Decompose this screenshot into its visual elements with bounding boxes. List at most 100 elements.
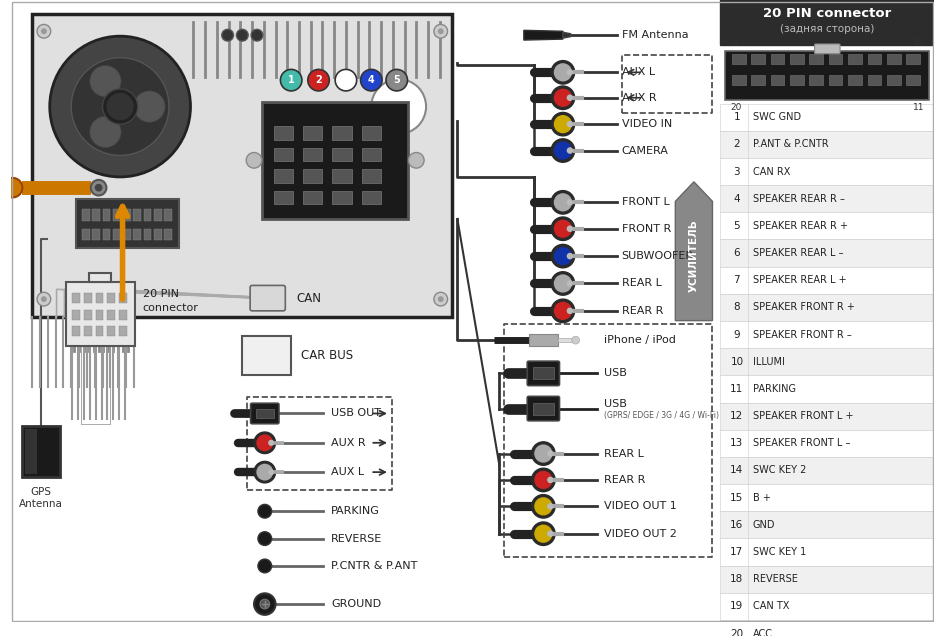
Circle shape (550, 191, 574, 214)
Text: 19: 19 (730, 601, 743, 611)
Text: SPEAKER REAR L +: SPEAKER REAR L + (751, 275, 845, 286)
Bar (848, 54, 861, 64)
Text: Antenna: Antenna (19, 499, 63, 509)
Circle shape (534, 445, 551, 462)
Circle shape (550, 113, 574, 136)
Circle shape (534, 525, 551, 542)
Text: AUX R: AUX R (331, 438, 365, 448)
Circle shape (550, 272, 574, 295)
Circle shape (254, 432, 276, 453)
FancyBboxPatch shape (814, 44, 839, 54)
Circle shape (269, 441, 274, 445)
Bar (828, 54, 842, 64)
Circle shape (437, 296, 443, 302)
Bar (93, 209, 100, 221)
Circle shape (531, 442, 554, 466)
Bar (867, 75, 880, 85)
Text: 4: 4 (367, 75, 375, 85)
Bar (332, 169, 351, 183)
Text: 20: 20 (730, 102, 741, 112)
Circle shape (257, 435, 272, 450)
Circle shape (408, 153, 424, 168)
Circle shape (91, 180, 107, 195)
Bar (719, 0, 934, 45)
Bar (719, 348, 934, 375)
Circle shape (554, 116, 571, 132)
Text: B +: B + (751, 493, 769, 502)
Circle shape (94, 184, 102, 191)
Text: 2: 2 (733, 139, 739, 149)
Text: REAR L: REAR L (621, 279, 661, 289)
Text: SUBWOOFER: SUBWOOFER (621, 251, 693, 261)
Bar (82, 229, 90, 240)
Bar (719, 403, 934, 430)
Circle shape (258, 532, 271, 546)
Bar (732, 54, 745, 64)
Circle shape (41, 29, 47, 34)
Circle shape (550, 299, 574, 322)
Bar (32, 14, 452, 317)
Bar (719, 131, 934, 158)
Circle shape (550, 139, 574, 162)
Bar (72, 293, 80, 303)
Text: CAMERA: CAMERA (621, 146, 667, 156)
Bar (719, 240, 934, 266)
Circle shape (3, 178, 23, 197)
Circle shape (254, 461, 276, 483)
Text: 5: 5 (393, 75, 399, 85)
Circle shape (566, 281, 572, 286)
Text: УСИЛИТЕЛЬ: УСИЛИТЕЛЬ (688, 219, 699, 293)
Bar (274, 148, 293, 162)
Circle shape (246, 153, 261, 168)
Bar (274, 126, 293, 140)
Circle shape (260, 599, 269, 609)
Circle shape (222, 29, 233, 41)
Text: (GPRS/ EDGE / 3G / 4G / Wi-Fi): (GPRS/ EDGE / 3G / 4G / Wi-Fi) (603, 411, 718, 420)
FancyBboxPatch shape (527, 361, 559, 385)
Bar (362, 191, 380, 204)
Bar (95, 293, 104, 303)
Bar (25, 429, 37, 474)
Text: SPEAKER FRONT R +: SPEAKER FRONT R + (751, 303, 853, 312)
Text: 3: 3 (342, 75, 349, 85)
Bar (164, 209, 172, 221)
Bar (750, 54, 765, 64)
Text: AUX L: AUX L (621, 67, 654, 78)
Bar (719, 321, 934, 348)
Bar (108, 310, 115, 320)
Text: 18: 18 (730, 574, 743, 584)
Text: AUX R: AUX R (621, 93, 655, 103)
Text: VIDEO OUT 2: VIDEO OUT 2 (603, 529, 676, 539)
Circle shape (531, 522, 554, 546)
Text: PARKING: PARKING (331, 506, 379, 516)
Bar (719, 375, 934, 403)
Bar (143, 209, 151, 221)
Bar (84, 310, 92, 320)
Bar (261, 102, 408, 219)
Bar (770, 75, 784, 85)
Circle shape (534, 471, 551, 488)
Circle shape (554, 194, 571, 211)
Text: 9: 9 (733, 329, 739, 340)
Bar (102, 229, 110, 240)
Circle shape (566, 121, 572, 127)
Bar (362, 126, 380, 140)
Circle shape (258, 504, 271, 518)
Bar (719, 620, 934, 636)
Bar (719, 565, 934, 593)
Polygon shape (675, 182, 712, 321)
Text: 7: 7 (733, 275, 739, 286)
Bar (905, 75, 919, 85)
Circle shape (258, 559, 271, 573)
Circle shape (50, 36, 191, 177)
Bar (242, 336, 291, 375)
Circle shape (550, 60, 574, 84)
Text: GND: GND (751, 520, 774, 530)
Bar (76, 200, 178, 248)
FancyBboxPatch shape (527, 396, 559, 421)
Circle shape (385, 69, 407, 91)
Bar (719, 593, 934, 620)
Bar (23, 426, 59, 477)
Bar (332, 148, 351, 162)
Bar (789, 54, 803, 64)
